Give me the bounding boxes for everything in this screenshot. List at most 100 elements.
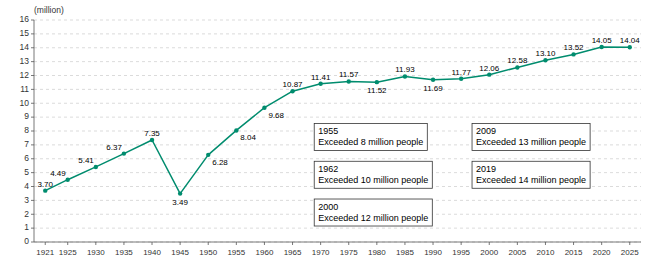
x-tick-label: 1965 — [284, 248, 302, 257]
marker — [262, 105, 266, 109]
x-tick-label: 1985 — [396, 248, 414, 257]
x-tick — [264, 242, 265, 245]
y-tick-label: 9 — [24, 111, 29, 121]
data-label: 3.49 — [172, 198, 188, 207]
data-label: 11.57 — [339, 70, 359, 79]
data-label: 11.52 — [367, 86, 387, 95]
annotation-line: Exceeded 8 million people — [318, 138, 423, 148]
x-tick-label: 1940 — [143, 248, 161, 257]
y-tick — [31, 61, 34, 62]
data-label: 4.49 — [50, 169, 66, 178]
grid-line — [34, 61, 641, 62]
data-labels: 3.704.495.416.377.353.496.288.049.6810.8… — [37, 36, 640, 207]
y-tick-label: 2 — [24, 209, 29, 219]
marker — [347, 79, 351, 83]
data-label: 13.52 — [564, 43, 585, 52]
data-label: 6.28 — [212, 158, 228, 167]
y-tick — [31, 242, 34, 243]
x-tick — [45, 242, 46, 245]
y-tick-label: 1 — [24, 222, 29, 232]
x-tick — [67, 242, 68, 245]
y-tick — [31, 144, 34, 145]
x-tick-label: 2005 — [508, 248, 526, 257]
x-tick — [376, 242, 377, 245]
y-tick-label: 3 — [24, 195, 29, 205]
data-label: 11.41 — [311, 73, 331, 82]
annotation: 2009Exceeded 13 million people — [472, 124, 590, 151]
marker — [178, 191, 182, 195]
marker — [571, 52, 575, 56]
x-tick — [123, 242, 124, 245]
annotation-box — [314, 124, 427, 151]
y-tick-label: 7 — [24, 139, 29, 149]
y-tick — [31, 214, 34, 215]
annotation-text: 2000Exceeded 12 million people — [318, 202, 428, 223]
annotation-box — [314, 199, 432, 226]
marker — [599, 45, 603, 49]
y-tick — [31, 158, 34, 159]
y-axis-line — [34, 20, 35, 242]
data-label: 3.70 — [37, 180, 53, 189]
y-tick — [31, 172, 34, 173]
x-tick — [348, 242, 349, 245]
x-tick-label: 1960 — [256, 248, 274, 257]
x-tick-label: 1945 — [171, 248, 189, 257]
grid-line — [34, 117, 641, 118]
y-tick — [31, 228, 34, 229]
y-tick-label: 12 — [20, 70, 30, 80]
marker — [515, 65, 519, 69]
marker — [94, 165, 98, 169]
y-tick-label: 8 — [24, 125, 29, 135]
data-label: 5.41 — [78, 156, 94, 165]
grid-line — [34, 89, 641, 90]
x-tick-label: 1990 — [424, 248, 442, 257]
marker — [431, 78, 435, 82]
annotation-line: Exceeded 10 million people — [318, 175, 428, 185]
y-tick-label: 4 — [24, 181, 29, 191]
x-tick-label: 1955 — [227, 248, 245, 257]
y-tick-label: 11 — [20, 84, 29, 94]
y-tick — [31, 75, 34, 76]
x-tick — [180, 242, 181, 245]
x-tick-label: 1970 — [312, 248, 330, 257]
y-tick — [31, 186, 34, 187]
annotation-box — [472, 124, 590, 151]
y-tick — [31, 89, 34, 90]
annotation-box — [314, 161, 432, 188]
y-tick-label: 14 — [20, 42, 30, 52]
grid-line — [34, 158, 641, 159]
data-label: 11.93 — [395, 65, 415, 74]
y-tick-label: 15 — [20, 28, 30, 38]
grid-line — [34, 242, 641, 243]
annotation: 1955Exceeded 8 million people — [314, 124, 427, 151]
x-tick-label: 2000 — [480, 248, 498, 257]
data-label: 11.69 — [423, 84, 443, 93]
x-tick — [573, 242, 574, 245]
marker — [403, 74, 407, 78]
marker — [43, 188, 47, 192]
chart: 0123456789101112131415161921192519301935… — [0, 0, 651, 262]
marker — [487, 72, 491, 76]
x-tick — [461, 242, 462, 245]
data-label: 6.37 — [106, 143, 122, 152]
x-tick — [236, 242, 237, 245]
annotation-text: 1955Exceeded 8 million people — [318, 127, 423, 148]
annotation-line: 1962 — [318, 164, 338, 174]
annotation: 2019Exceeded 14 million people — [472, 161, 590, 188]
grid-line — [34, 47, 641, 48]
annotation-line: 1955 — [318, 127, 338, 137]
x-tick — [404, 242, 405, 245]
annotations: 1955Exceeded 8 million people1962Exceede… — [314, 124, 590, 226]
data-label: 11.77 — [451, 68, 471, 77]
annotation: 1962Exceeded 10 million people — [314, 161, 432, 188]
x-tick — [320, 242, 321, 245]
marker — [234, 128, 238, 132]
y-tick — [31, 47, 34, 48]
x-tick — [601, 242, 602, 245]
x-tick-label: 2020 — [593, 248, 611, 257]
grid-line — [34, 103, 641, 104]
y-tick-label: 0 — [24, 236, 29, 246]
marker — [66, 178, 70, 182]
x-tick-label: 1975 — [340, 248, 358, 257]
y-tick — [31, 20, 34, 21]
